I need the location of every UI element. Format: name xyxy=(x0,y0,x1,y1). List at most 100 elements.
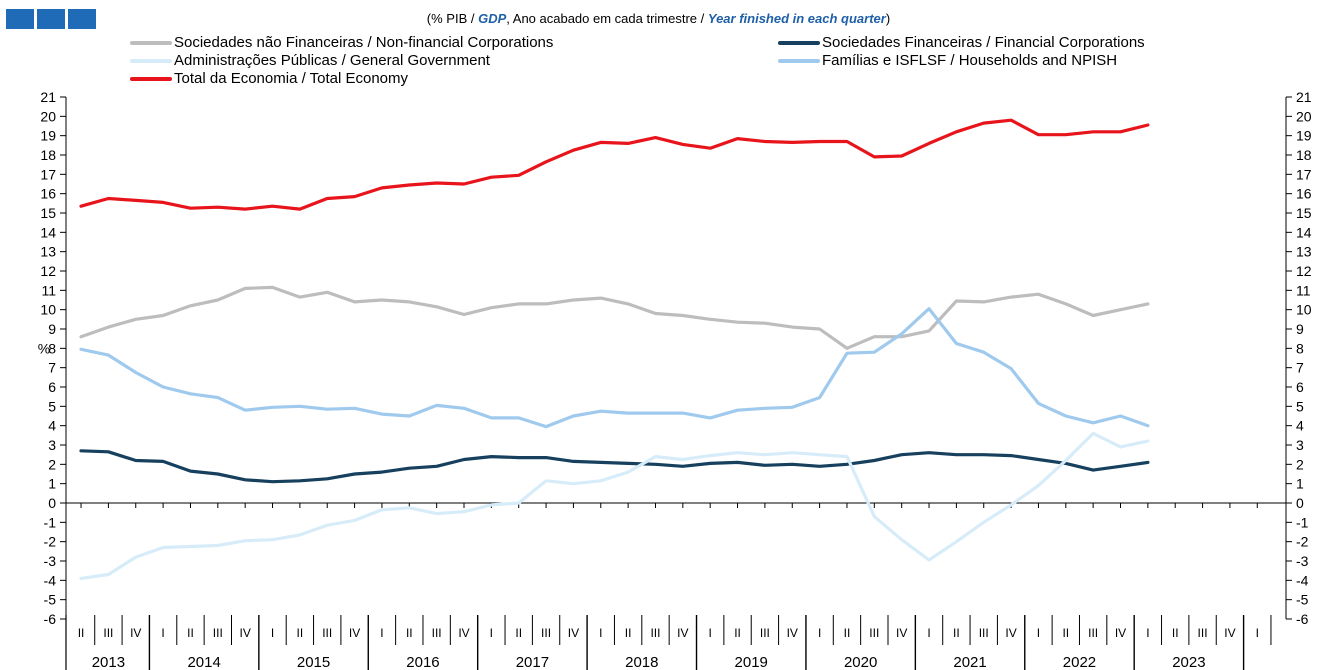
y-tick-label-right: 21 xyxy=(1296,89,1312,105)
x-quarter-label: II xyxy=(406,626,413,640)
y-tick-label-left: -4 xyxy=(44,572,57,588)
x-quarter-label: IV xyxy=(1005,626,1016,640)
y-tick-label-left: 5 xyxy=(48,398,56,414)
x-quarter-label: IV xyxy=(568,626,579,640)
y-tick-label-left: -2 xyxy=(44,534,57,550)
x-year-label: 2017 xyxy=(516,654,549,670)
y-tick-label-right: 10 xyxy=(1296,302,1312,318)
x-quarter-label: III xyxy=(213,626,223,640)
x-quarter-label: I xyxy=(1146,626,1149,640)
legend-swatch xyxy=(130,40,172,45)
y-tick-label-left: 18 xyxy=(40,147,56,163)
y-tick-label-left: -3 xyxy=(44,553,57,569)
x-quarter-label: IV xyxy=(896,626,907,640)
y-tick-label-right: -1 xyxy=(1296,514,1309,530)
x-year-label: 2021 xyxy=(953,654,986,670)
x-quarter-label: II xyxy=(844,626,851,640)
series-line-4 xyxy=(79,118,1150,211)
x-quarter-label: IV xyxy=(677,626,688,640)
x-quarter-label: I xyxy=(818,626,821,640)
y-tick-label-right: 1 xyxy=(1296,476,1304,492)
y-tick-label-right: 12 xyxy=(1296,263,1312,279)
series-line-2 xyxy=(79,431,1150,581)
legend-label: Sociedades Financeiras / Financial Corpo… xyxy=(822,34,1145,51)
y-tick-label-right: 19 xyxy=(1296,128,1312,144)
x-quarter-label: I xyxy=(709,626,712,640)
series-line-1 xyxy=(79,449,1150,484)
legend-item-financial: Sociedades Financeiras / Financial Corpo… xyxy=(778,34,1145,51)
y-tick-label-left: 15 xyxy=(40,205,56,221)
legend: Sociedades não Financeiras / Non-financi… xyxy=(0,34,1317,90)
y-tick-label-left: 21 xyxy=(40,89,56,105)
x-year-label: 2019 xyxy=(735,654,768,670)
logo-block xyxy=(6,9,34,29)
legend-item-households: Famílias e ISFLSF / Households and NPISH xyxy=(778,52,1117,69)
y-tick-label-left: 12 xyxy=(40,263,56,279)
y-tick-label-right: 14 xyxy=(1296,224,1312,240)
x-quarter-label: III xyxy=(432,626,442,640)
y-tick-label-left: 1 xyxy=(48,476,56,492)
x-quarter-label: II xyxy=(297,626,304,640)
y-tick-label-right: 6 xyxy=(1296,379,1304,395)
y-tick-label-left: -1 xyxy=(44,514,57,530)
y-tick-label-left: 20 xyxy=(40,108,56,124)
y-tick-label-right: 13 xyxy=(1296,244,1312,260)
x-quarter-label: I xyxy=(927,626,930,640)
logo-block xyxy=(37,9,65,29)
y-tick-label-right: 20 xyxy=(1296,108,1312,124)
y-tick-label-right: 4 xyxy=(1296,418,1304,434)
y-tick-label-left: 13 xyxy=(40,244,56,260)
x-quarter-label: III xyxy=(1198,626,1208,640)
y-tick-label-right: 9 xyxy=(1296,321,1304,337)
x-quarter-label: II xyxy=(1062,626,1069,640)
y-tick-label-left: 10 xyxy=(40,302,56,318)
x-quarter-label: IV xyxy=(239,626,250,640)
y-tick-label-right: -3 xyxy=(1296,553,1309,569)
y-tick-label-left: 6 xyxy=(48,379,56,395)
y-tick-label-right: 2 xyxy=(1296,456,1304,472)
y-tick-label-left: 0 xyxy=(48,495,56,511)
x-quarter-label: III xyxy=(103,626,113,640)
x-year-label: 2014 xyxy=(187,654,220,670)
x-quarter-label: IV xyxy=(130,626,141,640)
legend-item-total: Total da Economia / Total Economy xyxy=(130,70,408,87)
legend-swatch xyxy=(130,76,172,81)
y-tick-label-left: 14 xyxy=(40,224,56,240)
x-quarter-label: I xyxy=(271,626,274,640)
y-tick-label-right: 7 xyxy=(1296,360,1304,376)
y-tick-label-left: 8 xyxy=(48,340,56,356)
y-tick-label-right: 18 xyxy=(1296,147,1312,163)
chart-subtitle: (% PIB / GDP, Ano acabado em cada trimes… xyxy=(426,11,891,26)
x-quarter-label: IV xyxy=(458,626,469,640)
x-quarter-label: III xyxy=(869,626,879,640)
y-tick-label-left: -5 xyxy=(44,592,57,608)
y-axis-label: % xyxy=(38,340,50,356)
y-tick-label-right: 8 xyxy=(1296,340,1304,356)
y-tick-label-right: 11 xyxy=(1296,282,1311,298)
x-quarter-label: II xyxy=(625,626,632,640)
y-tick-label-right: 15 xyxy=(1296,205,1312,221)
x-quarter-label: III xyxy=(650,626,660,640)
y-tick-label-left: -6 xyxy=(44,611,57,627)
y-tick-label-right: 17 xyxy=(1296,166,1312,182)
legend-label: Sociedades não Financeiras / Non-financi… xyxy=(174,34,554,51)
legend-label: Total da Economia / Total Economy xyxy=(174,70,409,87)
x-year-label: 2016 xyxy=(406,654,439,670)
x-quarter-label: I xyxy=(161,626,164,640)
y-tick-label-right: 3 xyxy=(1296,437,1304,453)
x-quarter-label: IV xyxy=(349,626,360,640)
x-year-label: 2015 xyxy=(297,654,330,670)
x-quarter-label: II xyxy=(1172,626,1179,640)
x-quarter-label: I xyxy=(380,626,383,640)
x-quarter-label: I xyxy=(599,626,602,640)
x-year-label: 2020 xyxy=(844,654,877,670)
x-year-label: 2018 xyxy=(625,654,658,670)
x-quarter-label: III xyxy=(541,626,551,640)
y-tick-label-left: 19 xyxy=(40,128,56,144)
x-quarter-label: III xyxy=(1088,626,1098,640)
legend-label: Famílias e ISFLSF / Households and NPISH xyxy=(822,52,1118,69)
series-line-3 xyxy=(79,307,1150,429)
y-tick-label-right: -5 xyxy=(1296,592,1309,608)
y-tick-label-right: 16 xyxy=(1296,186,1312,202)
